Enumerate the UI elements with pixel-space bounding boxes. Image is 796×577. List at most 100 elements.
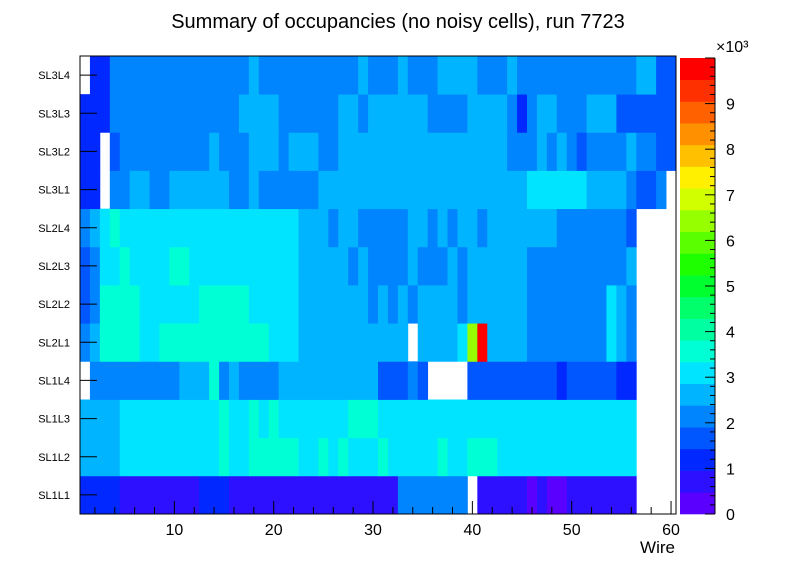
- heatmap-cell-sl3l4: [358, 56, 369, 95]
- y-tick-label: SL2L3: [38, 261, 70, 273]
- heatmap-cell-sl2l3: [169, 246, 190, 286]
- x-tick-label: 40: [463, 522, 481, 539]
- x-axis: 10 20 30 40 50 60: [94, 501, 680, 539]
- heatmap-cell-sl1l2: [318, 437, 329, 477]
- heatmap-cell-sl1l2: [229, 437, 250, 477]
- heatmap-cell-sl1l2: [467, 437, 478, 477]
- heatmap-cell-sl3l2: [507, 132, 538, 171]
- heatmap-cell-sl1l1: [527, 475, 538, 515]
- x-tick-label: 10: [165, 522, 183, 539]
- heatmap-cell-sl3l1: [318, 170, 528, 210]
- heatmap-cell-sl2l3: [368, 246, 379, 286]
- heatmap-cell-sl1l3: [258, 399, 270, 439]
- heatmap-cell-sl2l2: [99, 285, 140, 324]
- heatmap-cell-sl1l2: [248, 437, 299, 477]
- heatmap-cell-sl2l1: [139, 323, 160, 362]
- heatmap-cell-sl3l3: [517, 94, 528, 133]
- y-tick-label: SL1L1: [38, 490, 70, 502]
- heatmap-cell-sl3l2: [318, 132, 339, 171]
- heatmap-cell-sl2l1: [268, 323, 299, 362]
- heatmap-cell-sl3l4: [407, 56, 438, 95]
- heatmap-cell-sl2l3: [99, 246, 121, 286]
- color-scale-band: [680, 296, 715, 319]
- color-scale-band: [680, 275, 715, 298]
- heatmap-cell-sl2l3: [447, 246, 458, 286]
- color-scale-band: [680, 253, 715, 276]
- heatmap-cell-sl3l2: [119, 132, 210, 171]
- color-scale-band: [680, 166, 715, 189]
- heatmap-cell-sl3l2: [437, 132, 508, 171]
- heatmap-cell-sl1l4: [417, 361, 429, 400]
- heatmap-cell-sl3l3: [238, 94, 280, 133]
- heatmap-cell-sl2l3: [417, 246, 448, 286]
- heatmap-cell-sl2l4: [457, 208, 478, 248]
- heatmap-cell-sl3l3: [109, 94, 240, 133]
- color-scale-band: [680, 470, 715, 493]
- heatmap-cell-sl1l4: [626, 361, 637, 400]
- x-tick-label: 30: [364, 522, 382, 539]
- color-scale-band: [680, 318, 715, 341]
- heatmap-cell-sl2l4: [109, 208, 121, 248]
- heatmap-cell-sl2l2: [268, 285, 299, 324]
- heatmap-cell-sl1l3: [248, 399, 260, 439]
- color-scale-band: [680, 101, 715, 124]
- z-tick-label: 0: [726, 507, 735, 524]
- heatmap-cell-sl3l2: [656, 132, 677, 171]
- heatmap-cell-sl2l2: [616, 285, 627, 324]
- heatmap-cell-sl1l2: [119, 437, 220, 477]
- heatmap-cell-sl2l2: [397, 285, 409, 324]
- heatmap-cell-sl3l1: [129, 170, 150, 210]
- heatmap-cell-sl2l2: [368, 285, 379, 324]
- heatmap-cell-sl2l4: [477, 208, 488, 248]
- heatmap-cell-sl3l3: [586, 94, 617, 133]
- heatmap-cell-sl3l4: [507, 56, 518, 95]
- heatmap-cell-sl2l4: [338, 208, 359, 248]
- heatmap-cell-sl3l3: [427, 94, 468, 133]
- heatmap-cell-sl1l4: [566, 361, 617, 400]
- heatmap-cell-sl2l2: [417, 285, 458, 324]
- heatmap-cell-sl1l2: [497, 437, 637, 477]
- heatmap-cell-sl3l1: [248, 170, 260, 210]
- heatmap-cell-sl3l2: [288, 132, 319, 171]
- heatmap-cell-sl3l2: [278, 132, 289, 171]
- heatmap-cell-sl2l2: [298, 285, 369, 324]
- heatmap-cell-sl3l3: [338, 94, 359, 133]
- heatmap-cell-sl3l3: [536, 94, 558, 133]
- color-scale-band: [680, 448, 715, 471]
- heatmap-cell-sl2l1: [487, 323, 528, 362]
- heatmap-cell-sl1l4: [179, 361, 210, 400]
- heatmap-cell-sl1l2: [447, 437, 468, 477]
- heatmap-cell-sl1l4: [238, 361, 280, 400]
- heatmap-cell-sl1l1: [536, 475, 548, 515]
- y-tick-label: SL1L4: [38, 375, 70, 387]
- heatmap-cell-sl2l4: [358, 208, 409, 248]
- heatmap-cell-sl3l2: [338, 132, 399, 171]
- color-scale: 0 1 2 3 4 5 6 7 8 9: [680, 57, 735, 524]
- heatmap-cell-sl3l2: [626, 132, 637, 171]
- color-scale-band: [680, 188, 715, 211]
- heatmap-cell-sl1l4: [616, 361, 627, 400]
- heatmap-cell-sl2l1: [477, 323, 488, 362]
- heatmap-cell-sl1l4: [378, 361, 409, 400]
- heatmap-cell-sl3l3: [467, 94, 508, 133]
- plot-frame: [79, 55, 677, 515]
- y-tick-label: SL1L3: [38, 414, 70, 426]
- heatmap-cell-sl3l2: [536, 132, 548, 171]
- heatmap-cell-sl3l2: [546, 132, 558, 171]
- heatmap-cell-sl1l4: [229, 361, 240, 400]
- heatmap-cell-sl2l3: [457, 246, 468, 286]
- y-tick-label: SL2L2: [38, 299, 70, 311]
- heatmap-cell-sl1l1: [119, 475, 180, 515]
- heatmap-cell-sl2l3: [358, 246, 369, 286]
- heatmap-cell-sl2l4: [328, 208, 339, 248]
- heatmap-cell-sl3l4: [517, 56, 637, 95]
- heatmap-cell-sl3l1: [626, 170, 637, 210]
- color-scale-band: [680, 340, 715, 363]
- heatmap-cell-sl2l3: [119, 246, 131, 286]
- heatmap-cell-sl2l3: [527, 246, 558, 286]
- heatmap-cell-sl2l1: [99, 323, 140, 362]
- y-tick-label: SL3L3: [38, 108, 70, 120]
- heatmap-cell-sl1l3: [268, 399, 280, 439]
- heatmap-cell-sl1l1: [546, 475, 568, 515]
